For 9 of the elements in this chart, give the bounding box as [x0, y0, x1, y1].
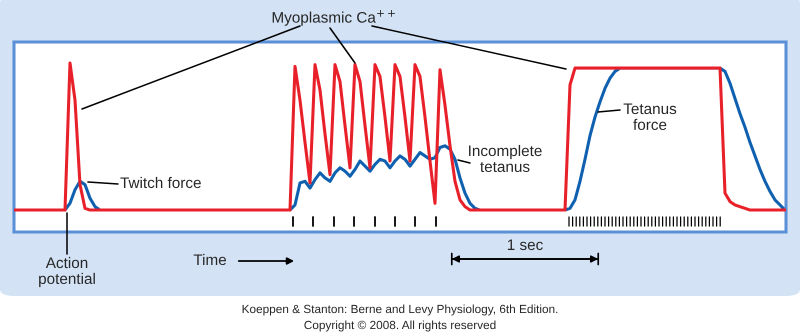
annotation: Twitch force — [120, 176, 201, 188]
text: Myoplasmic Ca$^{++}$ — [272, 10, 395, 26]
text: Action potential — [39, 256, 95, 288]
text: Time — [194, 254, 226, 266]
text: Copyright © 2008. All rights reserved — [304, 320, 496, 332]
text: Koeppen & Stanton: Berne and Levy Physiology, 6th Edition. — [242, 304, 558, 316]
text: 1 sec — [508, 239, 543, 250]
annotation: Incomplete tetanus — [469, 144, 542, 172]
annotation: Tetanus force — [624, 103, 676, 130]
